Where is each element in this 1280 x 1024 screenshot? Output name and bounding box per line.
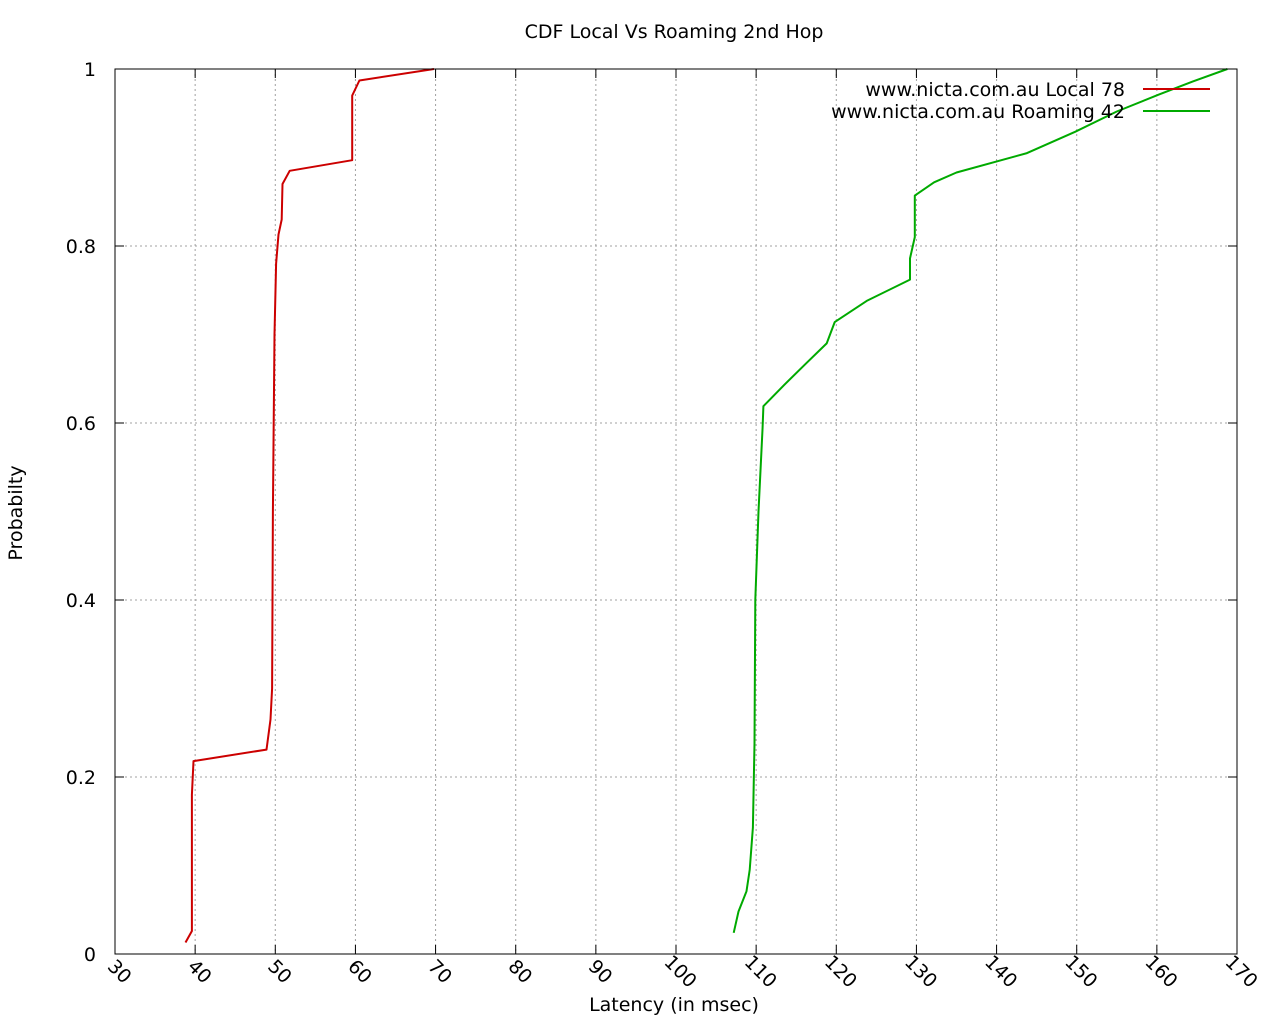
x-tick-label: 120 [820, 951, 861, 992]
legend-label: www.nicta.com.au Local 78 [865, 79, 1125, 101]
y-tick-label: 0.2 [66, 767, 96, 789]
x-tick-label: 40 [183, 955, 216, 988]
grid-lines [115, 69, 1237, 954]
x-tick-label: 50 [263, 955, 296, 988]
x-axis-label: Latency (in msec) [589, 994, 759, 1016]
x-tick-label: 70 [423, 955, 456, 988]
legend: www.nicta.com.au Local 78www.nicta.com.a… [831, 79, 1210, 123]
y-tick-label: 0.6 [66, 413, 96, 435]
y-tick-label: 0.8 [66, 236, 96, 258]
y-tick-label: 0.4 [66, 590, 96, 612]
x-tick-label: 110 [740, 951, 781, 992]
x-tick-label: 100 [660, 951, 701, 992]
x-tick-label: 160 [1140, 951, 1181, 992]
y-tick-label: 0 [84, 944, 96, 966]
series-lines [184, 68, 1228, 943]
x-tick-label: 170 [1221, 951, 1262, 992]
series-line-0 [184, 68, 435, 943]
y-tick-label: 1 [84, 59, 96, 81]
x-tick-label: 90 [584, 955, 617, 988]
x-tick-label: 30 [103, 955, 136, 988]
x-tick-label: 80 [504, 955, 537, 988]
x-tick-label: 60 [343, 955, 376, 988]
plot-frame [114, 68, 1238, 955]
y-axis-label: Probabilty [5, 465, 27, 560]
legend-label: www.nicta.com.au Roaming 42 [831, 101, 1125, 123]
x-tick-label: 140 [980, 951, 1021, 992]
x-tick-label: 130 [900, 951, 941, 992]
chart-title: CDF Local Vs Roaming 2nd Hop [525, 21, 824, 43]
x-tick-label: 150 [1060, 951, 1101, 992]
series-line-1 [732, 68, 1228, 934]
